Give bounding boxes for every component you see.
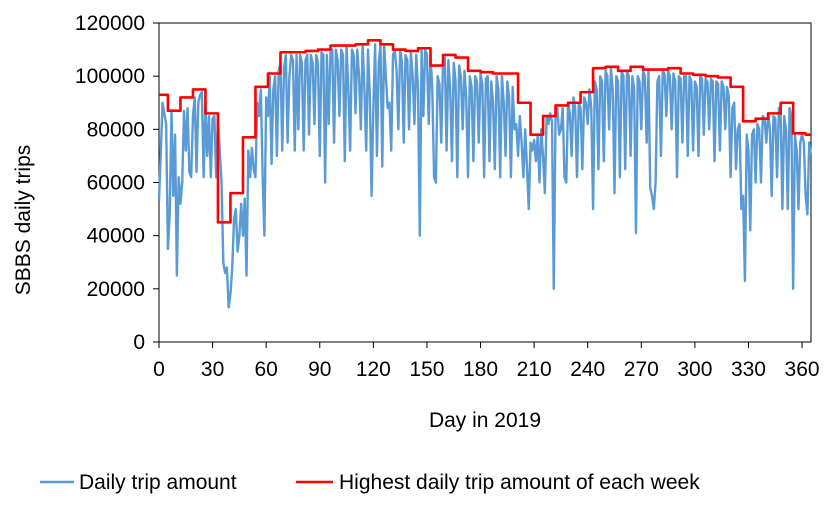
x-tick-label: 60 <box>254 358 277 381</box>
x-tick-label: 330 <box>731 358 766 381</box>
x-tick-label: 0 <box>153 358 165 381</box>
x-tick-label: 360 <box>785 358 820 381</box>
plot-area <box>158 22 812 343</box>
y-axis-title: SBBS daily trips <box>12 145 35 296</box>
y-tick-label: 20000 <box>87 278 145 301</box>
legend-label-weekly-max: Highest daily trip amount of each week <box>339 471 700 494</box>
x-tick-label: 300 <box>677 358 712 381</box>
y-tick-label: 40000 <box>87 225 145 248</box>
axes-layer <box>153 22 803 348</box>
y-tick-label: 120000 <box>75 12 145 35</box>
x-tick-labels: 0 30 60 90 120 150 180 210 240 270 300 330 360 <box>153 358 819 381</box>
y-tick-label: 80000 <box>87 118 145 141</box>
y-tick-label: 60000 <box>87 172 145 195</box>
x-tick-label: 240 <box>570 358 605 381</box>
x-tick-label: 90 <box>308 358 331 381</box>
plot-frame <box>158 22 812 343</box>
y-tick-labels: 0 20000 40000 60000 80000 100000 120000 <box>75 12 145 354</box>
series-line-weekly-max <box>159 38 811 224</box>
x-tick-label: 150 <box>409 358 444 381</box>
x-tick-label: 270 <box>624 358 659 381</box>
x-axis-title: Day in 2019 <box>429 409 541 432</box>
y-tick-label: 0 <box>133 331 145 354</box>
x-tick-label: 120 <box>356 358 391 381</box>
y-tick-label: 100000 <box>75 65 145 88</box>
legend: Daily trip amount Highest daily trip amou… <box>40 471 700 494</box>
series-line-daily-trips <box>157 43 813 309</box>
x-tick-label: 210 <box>517 358 552 381</box>
series-layer <box>157 38 813 309</box>
x-tick-label: 180 <box>463 358 498 381</box>
legend-label-daily-trips: Daily trip amount <box>79 471 237 494</box>
x-tick-label: 30 <box>201 358 224 381</box>
